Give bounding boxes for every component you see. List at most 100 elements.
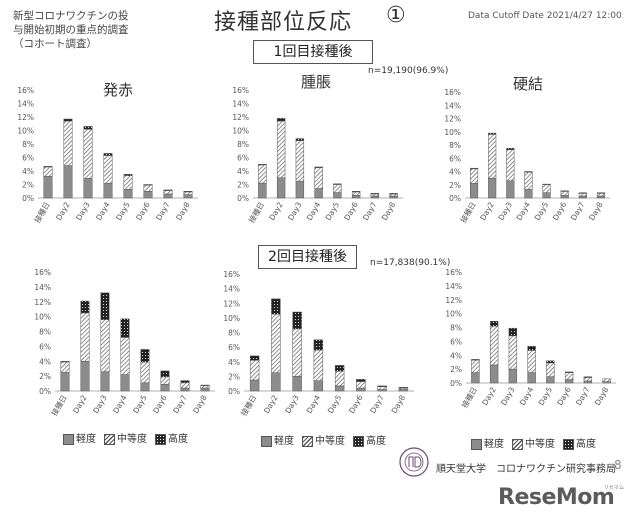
- bar-segment-moderate: [83, 128, 93, 179]
- bar-segment-mild: [160, 384, 170, 392]
- bar-segment-moderate: [313, 349, 324, 382]
- bar-segment-severe: [271, 298, 281, 315]
- y-tick-label: 16%: [223, 270, 240, 279]
- footer-organization: 順天堂大学 コロナワクチン研究事務局: [436, 464, 616, 475]
- bar-segment-mild: [200, 387, 210, 392]
- x-tick-label: Day7: [171, 393, 189, 415]
- y-tick-label: 4%: [237, 167, 249, 176]
- bar-segment-moderate: [583, 377, 593, 382]
- bar-segment-mild: [63, 165, 73, 199]
- x-tick-label: Day6: [342, 200, 360, 222]
- y-tick-label: 2%: [450, 365, 462, 374]
- bar-segment-severe: [398, 387, 409, 389]
- bar-segment-moderate: [295, 140, 305, 182]
- x-tick-label: Day3: [74, 200, 92, 222]
- bar-segment-mild: [295, 180, 305, 199]
- resemom-logo: ReseMom: [498, 485, 615, 510]
- bar-segment-moderate: [542, 184, 551, 193]
- legend-swatch-severe: [155, 433, 166, 445]
- x-tick-label: Day3: [499, 385, 517, 407]
- bar-segment-moderate: [524, 171, 533, 190]
- x-tick-label: Day8: [593, 385, 611, 407]
- y-tick-label: 2%: [449, 181, 461, 190]
- bar-segment-moderate: [120, 337, 130, 375]
- bar-segment-mild: [120, 374, 130, 392]
- legend-swatch-moderate: [512, 438, 523, 450]
- bar-segment-mild: [103, 182, 113, 199]
- bar-segment-severe: [488, 132, 497, 135]
- legend-item-moderate: 中等度: [512, 435, 555, 450]
- y-tick-label: 10%: [444, 128, 461, 137]
- bar-segment-severe: [295, 138, 305, 141]
- bar-segment-severe: [43, 166, 53, 168]
- bar-segment-severe: [313, 339, 324, 351]
- bar-segment-severe: [80, 300, 90, 314]
- x-tick-label: Day2: [478, 200, 496, 222]
- bar-segment-moderate: [334, 371, 345, 387]
- y-tick-label: 0%: [228, 387, 240, 396]
- y-tick-label: 10%: [232, 127, 249, 136]
- y-tick-label: 0%: [450, 379, 462, 388]
- legend-item-severe: 高度: [155, 430, 188, 445]
- bar-segment-severe: [292, 311, 302, 330]
- bar-segment-moderate: [333, 184, 342, 193]
- bar-segment-mild: [389, 195, 398, 199]
- y-tick-label: 6%: [39, 342, 51, 351]
- bar-segment-mild: [83, 178, 93, 199]
- bar-segment-severe: [546, 360, 555, 364]
- x-tick-label: Day5: [326, 393, 344, 415]
- y-tick-label: 16%: [34, 268, 51, 277]
- x-tick-label: Day8: [390, 393, 408, 415]
- x-tick-label: Day7: [574, 385, 592, 407]
- y-tick-label: 12%: [445, 296, 462, 305]
- x-tick-label: Day8: [587, 200, 605, 222]
- bar-segment-severe: [470, 167, 479, 170]
- y-tick-label: 6%: [228, 343, 240, 352]
- bar-segment-mild: [334, 385, 345, 392]
- y-tick-label: 14%: [232, 100, 249, 109]
- bar-segment-severe: [542, 183, 551, 185]
- legend-swatch-severe: [563, 438, 574, 450]
- chart-6: 0%2%4%6%8%10%12%14%16%接種日 Day2 Day3 Day4 Day…: [445, 268, 616, 409]
- bar-segment-moderate: [602, 378, 611, 382]
- bar-segment-mild: [143, 191, 153, 199]
- bar-segment-moderate: [258, 164, 267, 184]
- bar-segment-moderate: [123, 175, 133, 190]
- y-tick-label: 2%: [228, 372, 240, 381]
- legend-chart6: 軽度 中等度 高度: [471, 435, 596, 450]
- x-tick-label: Day5: [114, 200, 132, 222]
- y-tick-label: 14%: [17, 100, 34, 109]
- y-tick-label: 10%: [34, 313, 51, 322]
- x-tick-label: Day8: [191, 393, 209, 415]
- bar-segment-moderate: [596, 193, 605, 197]
- y-tick-label: 4%: [39, 357, 51, 366]
- x-tick-label: Day2: [267, 200, 285, 222]
- bar-segment-moderate: [471, 359, 480, 373]
- bar-segment-severe: [123, 174, 133, 176]
- y-tick-label: 14%: [445, 282, 462, 291]
- bar-segment-severe: [83, 126, 93, 130]
- bar-segment-severe: [100, 292, 110, 320]
- y-tick-label: 10%: [17, 127, 34, 136]
- bar-segment-moderate: [292, 328, 302, 377]
- chart-title: 硬結: [513, 75, 543, 93]
- dose1-label-box: 1回目接種後: [253, 40, 373, 64]
- y-tick-label: 12%: [34, 298, 51, 307]
- bar-segment-mild: [333, 192, 342, 199]
- bar-segment-mild: [163, 193, 173, 199]
- bar-segment-severe: [103, 153, 113, 156]
- bar-segment-severe: [489, 321, 499, 327]
- x-tick-label: 接種日: [458, 200, 478, 224]
- bar-segment-severe: [160, 370, 170, 378]
- y-tick-label: 6%: [237, 154, 249, 163]
- bar-segment-severe: [314, 166, 323, 168]
- bar-segment-mild: [351, 195, 361, 199]
- y-tick-label: 0%: [449, 194, 461, 203]
- bar-segment-moderate: [103, 155, 113, 184]
- x-tick-label: Day2: [262, 393, 280, 415]
- chart-5: 0%2%4%6%8%10%12%14%16%接種日 Day2 Day3 Day4 Day…: [223, 270, 414, 417]
- y-tick-label: 0%: [22, 194, 34, 203]
- x-tick-label: Day5: [537, 385, 555, 407]
- bar-segment-moderate: [200, 385, 210, 389]
